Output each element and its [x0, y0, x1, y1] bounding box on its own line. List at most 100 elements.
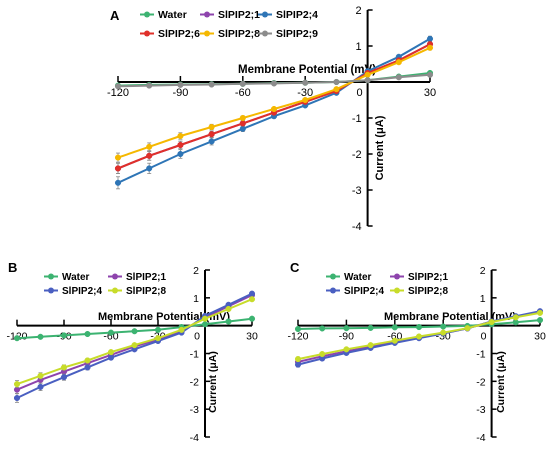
data-point — [37, 333, 44, 340]
data-point — [426, 71, 434, 78]
data-point — [367, 324, 374, 331]
data-point — [154, 326, 162, 333]
legend-swatch-marker — [112, 287, 118, 294]
y-tick-label: -3 — [190, 404, 199, 416]
data-point — [131, 342, 138, 349]
data-point — [367, 342, 374, 349]
y-axis-label: Current (μA) — [207, 351, 219, 413]
panel-a: A -120 -90 -60 -30 0 30 -4 -3 -2 -1 1 2 Membrane Pote… — [107, 5, 436, 233]
data-point — [239, 125, 246, 132]
legend-swatch-marker — [48, 287, 54, 294]
legend-entry-label: SlPIP2;4 — [276, 9, 318, 21]
data-point — [239, 120, 246, 127]
series-slpip2-9 — [114, 71, 434, 90]
data-point — [333, 86, 340, 93]
y-tick-label: -4 — [190, 432, 199, 444]
data-point — [177, 81, 184, 88]
x-tick-label: 30 — [246, 331, 258, 343]
data-point — [395, 74, 402, 81]
x-tick-label: -90 — [172, 87, 188, 99]
data-point — [60, 374, 68, 381]
data-point — [208, 123, 215, 131]
data-point — [415, 333, 423, 340]
legend-entry-label: SlPIP2;1 — [126, 272, 166, 283]
y-tick-label: -4 — [476, 432, 485, 444]
legend-entry-label: SlPIP2;9 — [276, 28, 318, 40]
series-water — [13, 315, 256, 342]
legend-swatch-marker — [144, 30, 150, 37]
x-tick-label: 0 — [357, 87, 363, 99]
series-slpip2-8 — [114, 44, 434, 163]
data-point — [208, 131, 215, 138]
data-point — [37, 372, 44, 379]
data-point — [440, 323, 447, 330]
x-axis-label: Membrane Potential (mV) — [238, 64, 376, 76]
x-tick-label: -60 — [235, 87, 251, 99]
legend-swatch-marker — [144, 11, 150, 18]
data-point — [333, 78, 340, 86]
legend-entry-label: Water — [62, 272, 90, 283]
data-point — [114, 83, 122, 90]
series-slpip2-8 — [13, 296, 256, 389]
y-tick-label: -1 — [190, 349, 199, 361]
y-tick-label: 2 — [193, 265, 199, 277]
data-point — [319, 351, 326, 358]
legend-entry-label: Water — [158, 9, 187, 21]
data-point — [512, 314, 519, 321]
data-point — [178, 326, 185, 333]
data-point — [364, 71, 371, 78]
legend: Water SlPIP2;1 SlPIP2;4 SlPIP2;8 — [44, 272, 166, 297]
legend-swatch-marker — [204, 11, 210, 18]
data-point — [294, 361, 302, 368]
y-tick-label: -2 — [476, 376, 485, 388]
data-point — [302, 96, 309, 104]
series-slpip2-8 — [294, 309, 544, 363]
y-tick-label: -1 — [352, 113, 362, 125]
data-point — [536, 309, 544, 316]
data-point — [248, 315, 256, 322]
data-point — [391, 337, 398, 344]
data-point — [146, 82, 153, 89]
x-tick-label: -120 — [287, 331, 308, 343]
legend-entry-label: SlPIP2;4 — [62, 286, 102, 297]
legend-swatch-marker — [330, 287, 336, 294]
data-point — [343, 325, 350, 332]
data-point — [146, 143, 153, 150]
y-tick-label: -3 — [352, 185, 362, 197]
legend-swatch-marker — [394, 287, 400, 294]
data-point — [319, 325, 326, 332]
data-point — [107, 354, 115, 361]
data-point — [131, 328, 138, 335]
data-point — [225, 305, 232, 313]
data-point — [107, 329, 115, 336]
data-point — [225, 318, 232, 325]
legend-swatch-marker — [262, 11, 268, 18]
data-point — [395, 59, 402, 66]
data-point — [201, 315, 209, 322]
data-point — [464, 325, 471, 332]
data-point — [426, 44, 434, 51]
legend-entry-label: Water — [344, 272, 372, 283]
data-point — [239, 80, 246, 87]
y-tick-label: -2 — [190, 376, 199, 388]
data-point — [294, 356, 302, 363]
data-point — [146, 165, 153, 172]
legend: Water SlPIP2;1 SlPIP2;4 SlPIP2;6 SlPIP2;8 SlP… — [140, 9, 318, 40]
legend-entry-label: SlPIP2;1 — [408, 272, 448, 283]
data-point — [154, 335, 162, 342]
series-slpip2-6 — [114, 41, 434, 174]
legend-swatch-marker — [112, 273, 118, 280]
data-point — [248, 296, 256, 303]
legend-entry-label: SlPIP2;8 — [218, 28, 260, 40]
data-point — [114, 165, 122, 172]
data-point — [84, 357, 91, 364]
data-point — [177, 150, 184, 158]
data-point — [13, 381, 21, 388]
data-point — [343, 346, 350, 353]
legend-entry-label: SlPIP2;6 — [158, 28, 200, 40]
y-tick-label: 2 — [480, 265, 486, 277]
data-point — [13, 335, 21, 342]
